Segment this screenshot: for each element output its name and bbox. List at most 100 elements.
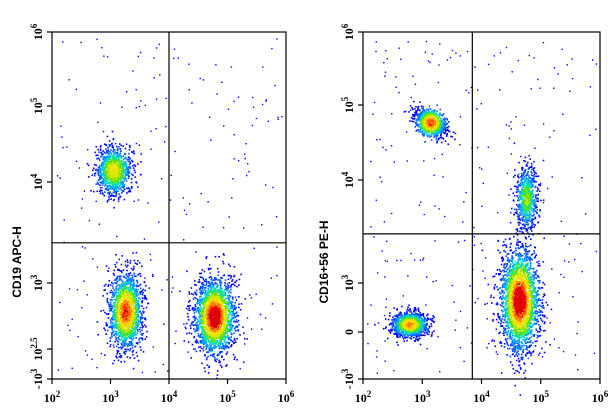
event-dot (132, 160, 134, 163)
event-dot (207, 322, 210, 324)
event-dot (124, 172, 127, 174)
event-dot (212, 291, 214, 294)
event-dot (138, 304, 141, 306)
event-dot (120, 317, 122, 319)
event-dot (108, 144, 110, 146)
event-dot (133, 167, 135, 169)
event-dot (116, 316, 119, 319)
event-dot (133, 152, 135, 155)
event-dot (121, 166, 123, 168)
event-dot (190, 293, 193, 295)
event-dot (211, 335, 213, 337)
event-dot (229, 295, 232, 298)
event-dot (127, 156, 130, 159)
event-dot (131, 286, 134, 288)
event-dot (191, 308, 194, 310)
event-dot (140, 333, 143, 335)
event-dot (123, 198, 126, 201)
event-dot (122, 183, 124, 185)
event-dot (247, 163, 249, 165)
event-dot (234, 308, 236, 310)
event-dot (80, 207, 83, 209)
event-dot (218, 347, 221, 350)
event-dot (162, 363, 164, 366)
event-dot (193, 309, 196, 311)
event-dot (112, 175, 114, 177)
event-dot (115, 320, 117, 322)
event-dot (115, 191, 118, 194)
event-dot (137, 274, 139, 276)
event-dot (219, 324, 222, 326)
event-dot (200, 272, 202, 275)
event-dot (90, 190, 92, 192)
event-dot (200, 333, 202, 336)
event-dot (224, 329, 227, 332)
event-dot (193, 315, 196, 317)
event-dot (100, 164, 103, 166)
event-dot (114, 180, 116, 182)
event-dot (116, 339, 118, 342)
event-dot (123, 296, 126, 299)
event-dot (221, 300, 224, 302)
event-dot (229, 324, 232, 326)
event-dot (141, 301, 143, 304)
event-dot (112, 178, 115, 180)
event-dot (128, 292, 131, 295)
event-dot (200, 286, 203, 289)
event-dot (116, 157, 118, 159)
event-dot (107, 283, 110, 286)
event-dot (124, 302, 126, 304)
event-dot (197, 320, 199, 323)
event-dot (233, 265, 236, 268)
event-dot (230, 326, 233, 329)
event-dot (125, 277, 127, 279)
event-dot (122, 182, 124, 184)
event-dot (129, 146, 131, 148)
event-dot (116, 296, 119, 298)
event-dot (140, 51, 142, 54)
event-dot (203, 292, 206, 294)
event-dot (106, 186, 108, 189)
event-dot (207, 351, 210, 353)
event-dot (121, 165, 123, 167)
event-dot (188, 89, 190, 91)
event-dot (119, 306, 122, 309)
event-dot (106, 163, 109, 165)
event-dot (131, 187, 133, 189)
event-dot (114, 266, 117, 268)
event-dot (115, 299, 117, 302)
event-dot (104, 174, 106, 177)
event-dot (124, 341, 126, 344)
event-dot (223, 329, 226, 331)
event-dot (126, 279, 128, 281)
event-dot (248, 171, 250, 173)
event-dot (135, 285, 138, 288)
event-dot (122, 172, 125, 174)
event-dot (98, 169, 101, 172)
event-dot (229, 301, 231, 303)
event-dot (203, 307, 206, 310)
event-dot (136, 282, 139, 284)
event-dot (205, 342, 208, 344)
event-dot (113, 295, 115, 298)
event-dot (117, 200, 120, 203)
event-dot (116, 298, 119, 301)
event-dot (217, 289, 220, 291)
event-dot (130, 302, 133, 305)
event-dot (138, 106, 141, 108)
event-dot (110, 186, 113, 188)
event-dot (123, 179, 126, 181)
event-dot (192, 307, 194, 309)
event-dot (102, 295, 104, 297)
event-dot (98, 177, 101, 179)
event-dot (118, 328, 120, 331)
event-dot (106, 180, 109, 183)
event-dot (190, 327, 192, 329)
event-dot (226, 351, 229, 353)
event-dot (141, 338, 144, 341)
event-dot (122, 166, 124, 168)
event-dot (116, 295, 119, 297)
event-dot (141, 300, 143, 303)
event-dot (209, 340, 211, 342)
event-dot (214, 340, 216, 343)
